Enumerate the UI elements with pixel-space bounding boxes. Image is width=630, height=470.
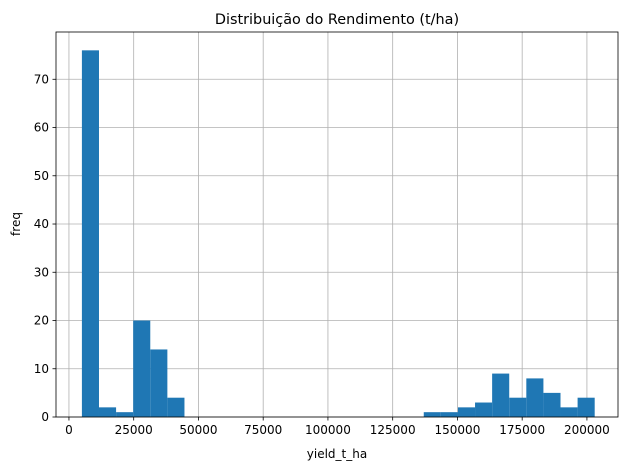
y-tick-label: 60 <box>34 121 49 135</box>
x-tick-label: 100000 <box>305 423 351 437</box>
y-tick-label: 40 <box>34 217 49 231</box>
histogram-bar <box>81 50 99 417</box>
histogram-bar <box>98 407 117 417</box>
histogram-bar <box>475 402 493 417</box>
x-tick-label: 200000 <box>564 423 610 437</box>
histogram-bar <box>560 407 578 417</box>
x-tick-label: 150000 <box>435 423 481 437</box>
histogram-bar <box>492 373 510 417</box>
histogram-bar <box>526 378 544 417</box>
x-tick-label: 175000 <box>499 423 545 437</box>
histogram-bar <box>440 412 458 417</box>
histogram-bars <box>81 50 595 417</box>
x-tick-label: 25000 <box>115 423 153 437</box>
x-tick-label: 50000 <box>179 423 217 437</box>
y-tick-label: 50 <box>34 169 49 183</box>
axes-spines <box>55 31 619 418</box>
histogram-bar <box>543 392 561 417</box>
histogram-bar <box>150 349 168 417</box>
x-tick-label: 0 <box>65 423 73 437</box>
histogram-bar <box>577 397 595 417</box>
histogram-bar <box>457 407 476 417</box>
plot-frame <box>55 31 619 418</box>
histogram-bar <box>133 320 151 417</box>
histogram-bar <box>116 412 134 417</box>
x-axis-label: yield_t_ha <box>307 447 367 461</box>
y-tick-label: 20 <box>34 314 49 328</box>
axis-ticks: 0 25000 50000 75000 100000 125000 150000 175000… <box>34 72 610 437</box>
chart-title: Distribuição do Rendimento (t/ha) <box>215 12 459 28</box>
y-axis-label: freq <box>9 212 23 236</box>
y-tick-label: 70 <box>34 72 49 86</box>
x-tick-label: 75000 <box>244 423 282 437</box>
y-tick-label: 30 <box>34 265 49 279</box>
histogram-bar <box>423 412 441 417</box>
y-tick-label: 10 <box>34 362 49 376</box>
histogram-bar <box>167 397 185 417</box>
y-tick-label: 0 <box>41 410 49 424</box>
histogram-bar <box>509 397 527 417</box>
x-tick-label: 125000 <box>370 423 416 437</box>
